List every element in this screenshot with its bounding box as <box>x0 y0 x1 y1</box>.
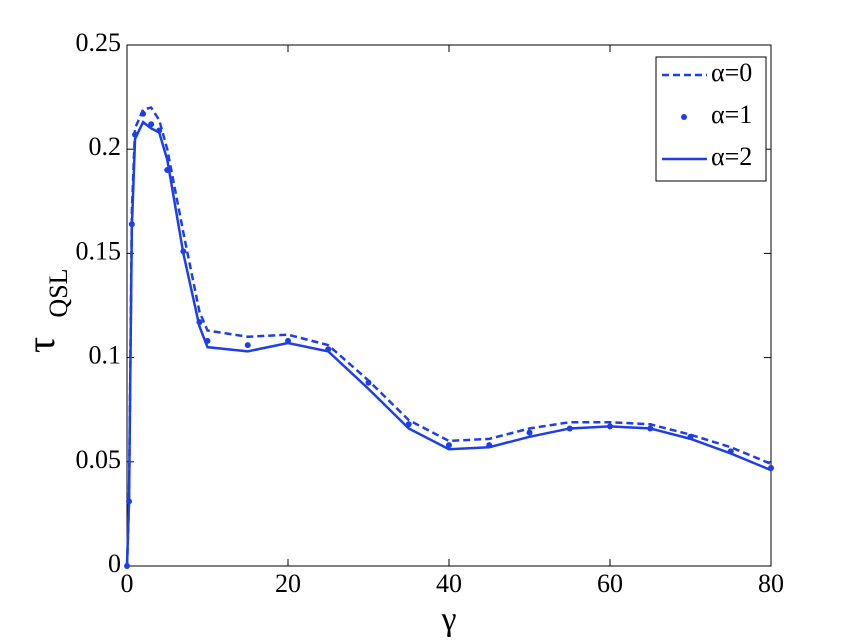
y-tick-label: 0.25 <box>76 28 122 57</box>
series-line <box>125 120 772 567</box>
legend-swatch <box>681 114 687 120</box>
x-tick-label: 0 <box>121 569 134 598</box>
data-point <box>446 442 452 449</box>
data-point <box>365 379 372 386</box>
legend-label: α=0 <box>711 58 752 87</box>
y-tick-label: 0.15 <box>76 236 122 265</box>
data-point <box>140 110 147 117</box>
data-point <box>526 429 533 436</box>
x-tick-label: 20 <box>275 569 301 598</box>
y-tick-label: 0 <box>108 549 121 578</box>
x-axis-label: γ <box>440 601 456 638</box>
y-axis-label: τ <box>18 337 63 353</box>
y-tick-label: 0.2 <box>89 132 122 161</box>
data-point <box>244 342 251 349</box>
series-line <box>125 106 772 567</box>
y-axis-label-sub: QSL <box>44 268 73 317</box>
x-tick-label: 80 <box>758 569 784 598</box>
legend-label: α=1 <box>711 100 752 129</box>
y-tick-label: 0.05 <box>76 445 122 474</box>
legend-box <box>655 56 767 182</box>
y-tick-label: 0.1 <box>89 341 122 370</box>
y-axis-label-group: τ QSL <box>18 268 73 353</box>
x-tick-label: 40 <box>436 569 462 598</box>
legend-label: α=2 <box>711 142 752 171</box>
x-tick-label: 60 <box>597 569 623 598</box>
